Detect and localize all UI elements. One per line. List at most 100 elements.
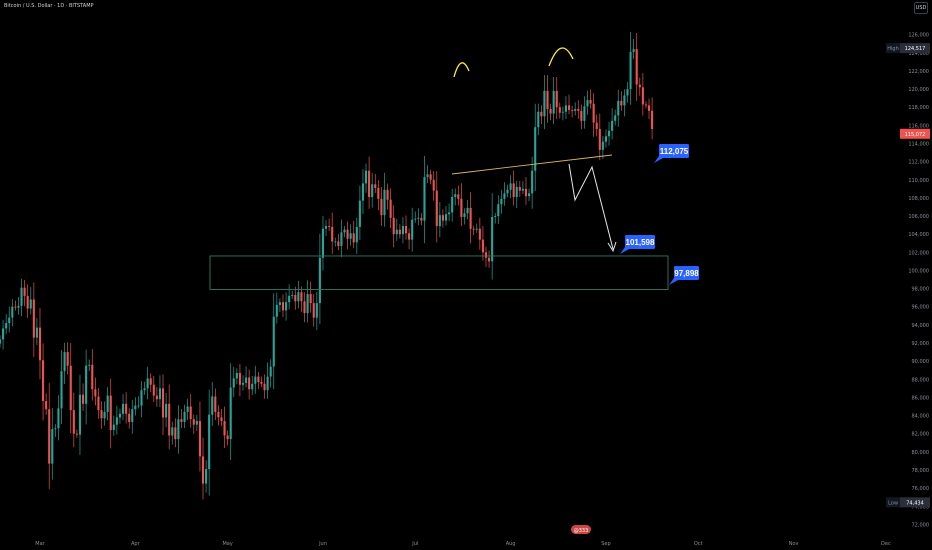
candle-body: [115, 417, 118, 425]
candle: [115, 405, 118, 435]
candle-body: [45, 401, 48, 410]
candle-body: [528, 193, 531, 197]
x-tick-label: Jun: [318, 541, 327, 547]
candle-body: [518, 187, 521, 191]
candle-body: [131, 409, 134, 422]
candle-body: [318, 257, 321, 304]
price-label-box: [659, 144, 689, 158]
candle: [23, 279, 26, 307]
candle-body: [291, 294, 294, 296]
candle-body: [134, 405, 137, 410]
candle-body: [444, 214, 448, 221]
candle: [300, 286, 303, 312]
candle: [500, 189, 503, 214]
candle-body: [414, 218, 417, 220]
candle: [315, 292, 318, 331]
candle: [475, 223, 478, 233]
candle: [223, 406, 226, 449]
candle-body: [186, 406, 189, 412]
candle: [238, 363, 241, 397]
candle: [2, 319, 5, 350]
y-tick-label: 78,000: [912, 468, 930, 474]
candle-body: [401, 226, 404, 235]
currency-button[interactable]: USD: [914, 2, 928, 14]
candle: [349, 224, 352, 246]
candle-body: [617, 100, 620, 116]
candle-body: [94, 389, 97, 397]
candle-body: [63, 352, 66, 372]
candle: [395, 218, 398, 241]
candle: [540, 105, 543, 125]
candle-body: [38, 327, 42, 361]
candle-body: [586, 99, 589, 107]
candle-body: [420, 217, 423, 221]
candle: [5, 314, 8, 335]
candle-body: [266, 376, 269, 391]
neckline: [451, 154, 613, 175]
candle-body: [478, 228, 481, 240]
candle: [592, 93, 595, 137]
candle: [48, 383, 51, 489]
candle-body: [509, 183, 512, 190]
x-tick-label: Jul: [411, 541, 418, 547]
candle-body: [494, 216, 497, 217]
candle-body: [254, 376, 257, 384]
candle-body: [395, 229, 398, 235]
candle-body: [118, 413, 122, 418]
candle: [42, 343, 45, 421]
candle: [429, 169, 432, 185]
candle: [260, 376, 263, 388]
price-label-0: 112,075: [654, 144, 689, 163]
candle: [567, 94, 571, 115]
candle-body: [75, 433, 78, 435]
candle-body: [435, 190, 438, 227]
candle: [481, 225, 484, 261]
current-price-badge: 115,072: [900, 128, 930, 139]
candle-body: [146, 378, 149, 389]
candle: [118, 408, 122, 424]
candle-body: [251, 383, 254, 390]
candle-body: [103, 411, 106, 419]
y-tick-label: 114,000: [908, 142, 929, 148]
candle: [420, 213, 423, 226]
candle: [598, 113, 601, 160]
candle-body: [598, 128, 601, 150]
candle: [426, 165, 429, 184]
candle: [574, 102, 577, 116]
candle-body: [389, 199, 392, 218]
candle: [97, 387, 100, 419]
candle: [85, 349, 88, 425]
candle: [534, 103, 537, 192]
candle-body: [531, 170, 534, 194]
low-badge-tag: [886, 497, 900, 508]
candle: [549, 103, 552, 121]
candle: [614, 109, 617, 126]
candle-body: [183, 411, 186, 422]
candle: [398, 224, 401, 239]
candle-body: [457, 194, 460, 199]
candle: [583, 96, 586, 129]
candle: [438, 202, 441, 238]
candle-body: [521, 188, 524, 191]
candle: [29, 287, 32, 315]
candle: [278, 298, 281, 313]
candle-body: [42, 360, 45, 402]
candle-body: [112, 424, 115, 431]
candle: [26, 284, 29, 319]
y-tick-label: 126,000: [908, 33, 929, 39]
candle-body: [226, 435, 229, 440]
candle: [374, 173, 377, 194]
candle: [125, 392, 128, 424]
candle-body: [198, 421, 201, 457]
candle: [371, 172, 374, 208]
candle: [448, 203, 451, 222]
candle-body: [26, 295, 29, 309]
axis-badges: High 124,517 115,072 Low 74,434 @333: [571, 43, 930, 534]
candle-body: [635, 49, 638, 85]
candle: [543, 74, 546, 130]
candle: [143, 381, 146, 395]
candle: [457, 185, 460, 206]
candle-body: [91, 364, 94, 390]
candle: [472, 225, 475, 236]
